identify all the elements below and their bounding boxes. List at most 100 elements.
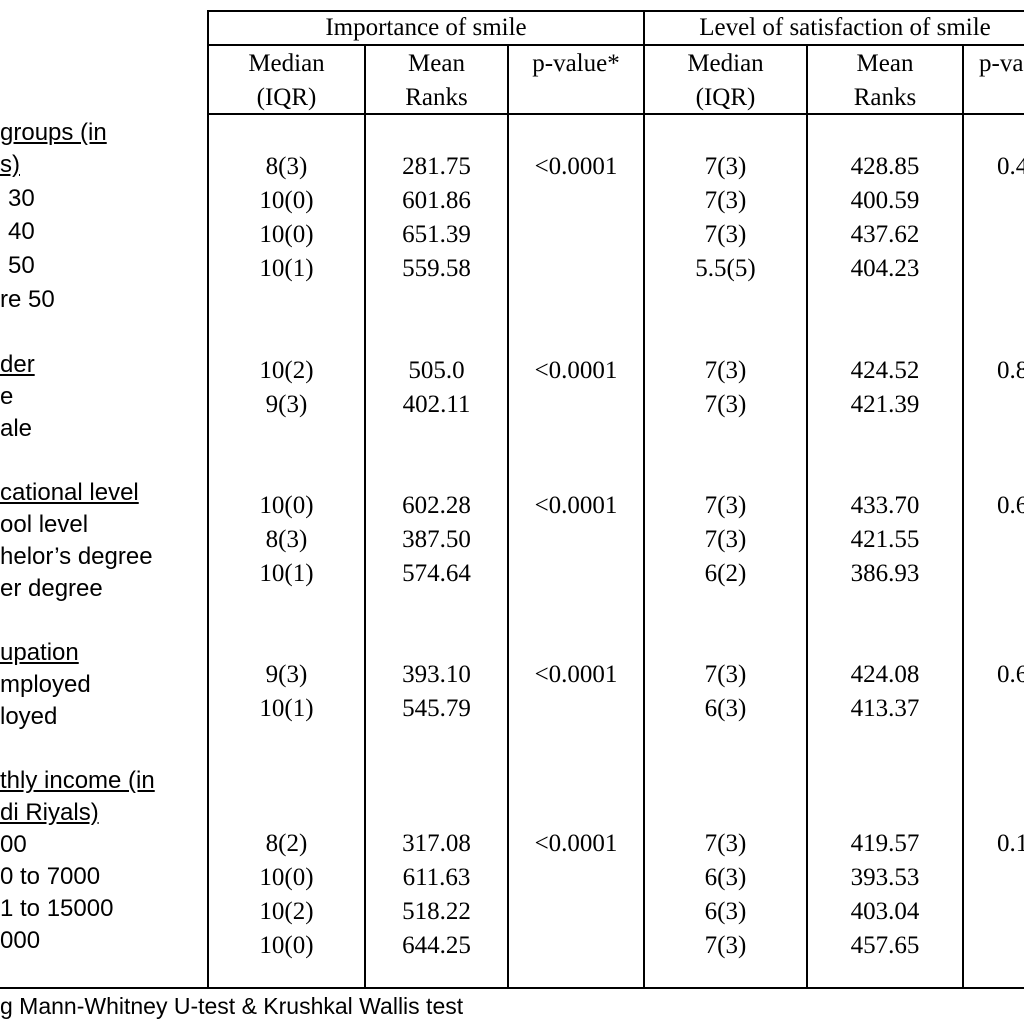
col-divider-sat-median — [806, 44, 808, 989]
imp-median-cell: 10(0) — [259, 492, 314, 519]
imp-median-cell: 9(3) — [265, 391, 308, 418]
sat-mean-cell: 457.65 — [850, 932, 920, 959]
row-label: 30 — [8, 185, 35, 212]
table-bottom-border — [0, 987, 1024, 989]
imp-pvalue-cell: <0.0001 — [534, 153, 618, 180]
row-label: e — [0, 383, 14, 410]
sat-median-cell: 7(3) — [704, 932, 747, 959]
imp-median-cell: 10(0) — [259, 221, 314, 248]
col-divider-groups — [643, 10, 645, 989]
sat-median-cell: 6(2) — [704, 560, 747, 587]
sat-median-cell: 7(3) — [704, 153, 747, 180]
row-label: 000 — [0, 927, 41, 954]
imp-pvalue-cell: <0.0001 — [534, 357, 618, 384]
col-header-sat-median: Median (IQR) — [687, 50, 764, 111]
col-header-imp-median: Median (IQR) — [248, 50, 325, 111]
imp-median-cell: 10(1) — [259, 560, 314, 587]
table-top-border — [207, 10, 1024, 12]
col-header-imp-mean: Mean Ranks — [405, 50, 468, 111]
sat-mean-cell: 437.62 — [850, 221, 920, 248]
row-label: 00 — [0, 831, 27, 858]
imp-mean-cell: 505.0 — [408, 357, 465, 384]
imp-mean-cell: 518.22 — [402, 898, 471, 925]
sat-mean-cell: 404.23 — [850, 255, 920, 282]
sat-mean-cell: 400.59 — [850, 187, 920, 214]
imp-mean-cell: 317.08 — [402, 830, 471, 857]
imp-median-cell: 8(3) — [265, 153, 308, 180]
col-divider-imp-mean — [507, 44, 509, 989]
imp-median-cell: 10(1) — [259, 695, 314, 722]
imp-mean-cell: 644.25 — [402, 932, 471, 959]
section-title-occupation: upation — [0, 639, 79, 666]
section-title-age-line2: s) — [0, 151, 20, 178]
col-divider-imp-median — [364, 44, 366, 989]
sat-median-cell: 6(3) — [704, 898, 747, 925]
row-label: 50 — [8, 252, 35, 279]
sat-mean-cell: 413.37 — [850, 695, 920, 722]
section-title-gender: der — [0, 351, 35, 378]
sat-pvalue-cell: 0.4 — [997, 153, 1024, 180]
sat-median-cell: 7(3) — [704, 391, 747, 418]
imp-median-cell: 10(2) — [259, 898, 314, 925]
table-footnote: g Mann-Whitney U-test & Krushkal Wallis … — [0, 993, 464, 1019]
col-header-imp-pvalue: p-value* — [532, 50, 620, 77]
imp-mean-cell: 611.63 — [402, 864, 471, 891]
sat-median-cell: 7(3) — [704, 830, 747, 857]
imp-mean-cell: 602.28 — [402, 492, 471, 519]
section-title-education: cational level — [0, 479, 139, 506]
imp-median-cell: 9(3) — [265, 661, 308, 688]
imp-mean-cell: 574.64 — [402, 560, 471, 587]
sat-median-cell: 6(3) — [704, 864, 747, 891]
sat-mean-cell: 403.04 — [850, 898, 920, 925]
sat-median-cell: 7(3) — [704, 187, 747, 214]
imp-mean-cell: 559.58 — [402, 255, 471, 282]
col-divider-label — [207, 10, 209, 989]
row-label: 40 — [8, 218, 35, 245]
sat-mean-cell: 386.93 — [850, 560, 920, 587]
sat-mean-cell: 421.39 — [850, 391, 920, 418]
col-header-sat-mean: Mean Ranks — [853, 50, 917, 111]
imp-pvalue-cell: <0.0001 — [534, 661, 618, 688]
imp-median-cell: 10(0) — [259, 932, 314, 959]
imp-median-cell: 10(2) — [259, 357, 314, 384]
section-title-income-line1: thly income (in — [0, 767, 155, 794]
imp-median-cell: 10(0) — [259, 864, 314, 891]
row-label: mployed — [0, 671, 91, 698]
imp-mean-cell: 393.10 — [402, 661, 471, 688]
header-group-divider — [207, 44, 1024, 46]
sat-median-cell: 7(3) — [704, 526, 747, 553]
row-label: 1 to 15000 — [0, 895, 114, 922]
row-label: loyed — [0, 703, 58, 730]
row-label: 0 to 7000 — [0, 863, 101, 890]
row-label: er degree — [0, 575, 103, 602]
row-label: ool level — [0, 511, 89, 538]
imp-mean-cell: 402.11 — [402, 391, 471, 418]
sat-median-cell: 5.5(5) — [695, 255, 756, 282]
sat-median-cell: 7(3) — [704, 357, 747, 384]
row-label: ale — [0, 415, 33, 442]
col-header-sat-pvalue: p-va — [979, 50, 1024, 77]
sat-pvalue-cell: 0.6 — [997, 492, 1024, 519]
imp-mean-cell: 387.50 — [402, 526, 471, 553]
sat-mean-cell: 393.53 — [850, 864, 920, 891]
sat-median-cell: 7(3) — [704, 492, 747, 519]
section-title-income-line2: di Riyals) — [0, 799, 99, 826]
sat-median-cell: 7(3) — [704, 221, 747, 248]
section-title-age-line1: groups (in — [0, 119, 107, 146]
sat-pvalue-cell: 0.1 — [997, 830, 1024, 857]
sat-mean-cell: 419.57 — [850, 830, 920, 857]
header-bottom-border — [207, 113, 1024, 115]
imp-median-cell: 10(0) — [259, 187, 314, 214]
sat-pvalue-cell: 0.6 — [997, 661, 1024, 688]
imp-median-cell: 10(1) — [259, 255, 314, 282]
imp-median-cell: 8(2) — [265, 830, 308, 857]
sat-mean-cell: 421.55 — [850, 526, 920, 553]
group-title-satisfaction: Level of satisfaction of smile — [699, 14, 991, 41]
sat-median-cell: 6(3) — [704, 695, 747, 722]
imp-mean-cell: 545.79 — [402, 695, 471, 722]
imp-median-cell: 8(3) — [265, 526, 308, 553]
imp-mean-cell: 651.39 — [402, 221, 471, 248]
row-label: re 50 — [0, 286, 55, 313]
imp-mean-cell: 281.75 — [402, 153, 471, 180]
